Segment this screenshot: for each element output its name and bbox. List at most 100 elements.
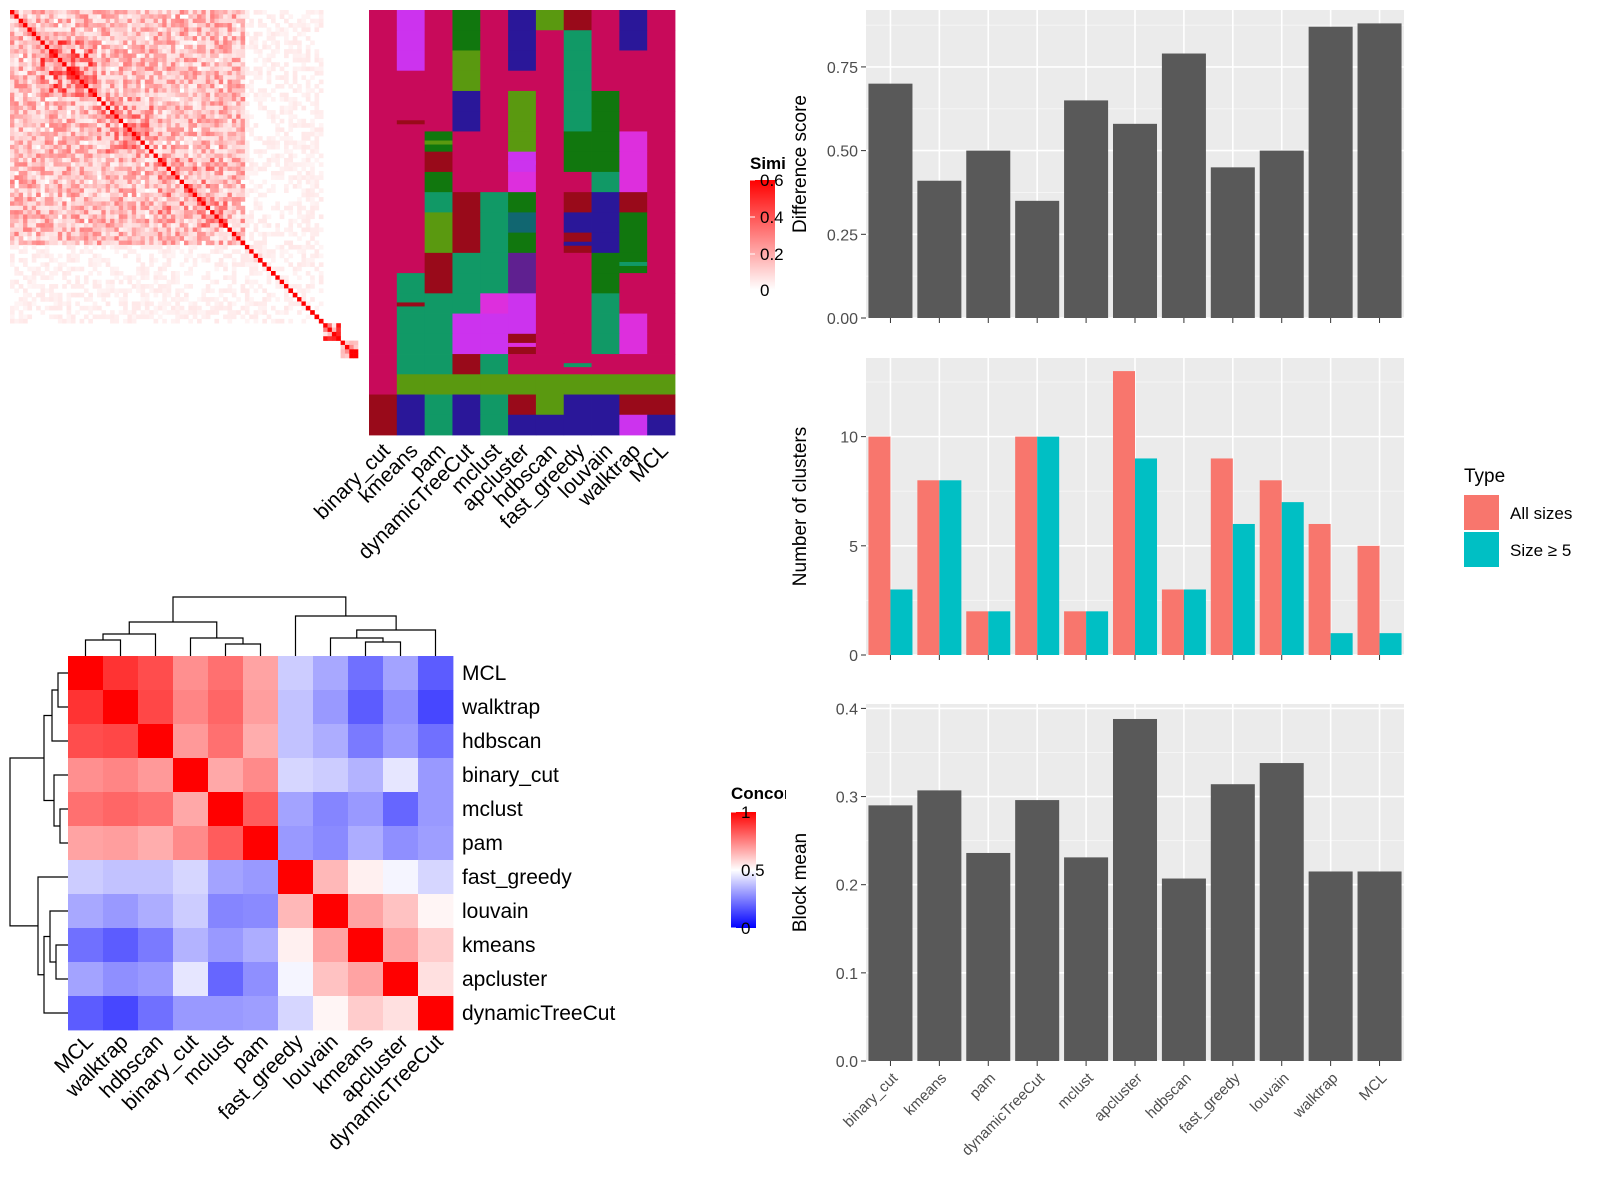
similarity-cell [201,257,207,263]
similarity-cell [288,218,294,224]
membership-cell [396,232,426,254]
similarity-cell [170,10,176,15]
similarity-cell [157,218,163,224]
similarity-cell [279,127,285,133]
similarity-cell [236,175,241,180]
similarity-cell [53,66,59,72]
similarity-cell [153,184,159,189]
similarity-cell [197,49,202,54]
similarity-cell [36,170,41,176]
similarity-cell [140,149,146,154]
similarity-cell [244,301,250,307]
y-tick-label: 0.0 [836,1054,858,1071]
similarity-cell [144,236,150,241]
similarity-cell [127,70,133,76]
similarity-cell [131,175,137,180]
similarity-cell [62,97,67,102]
similarity-cell [192,310,198,315]
similarity-cell [14,83,19,89]
similarity-cell [53,192,59,198]
similarity-cell [97,31,102,37]
similarity-cell [257,231,263,237]
similarity-cell [149,236,154,241]
similarity-cell [123,197,128,202]
similarity-cell [83,314,89,320]
similarity-cell [101,23,106,28]
similarity-cell [288,97,294,102]
similarity-cell [36,40,41,46]
y-tick-label: 10 [840,430,858,447]
similarity-cell [92,279,98,285]
similarity-cell [271,14,276,19]
similarity-cell [70,227,76,233]
similarity-cell [162,53,167,59]
similarity-cell [288,44,294,50]
similarity-cell [179,179,185,185]
similarity-cell [62,14,67,19]
similarity-cell [123,301,128,307]
similarity-cell [249,179,254,185]
similarity-cell [31,266,37,272]
similarity-cell [249,70,254,76]
similarity-cell [23,110,28,115]
similarity-cell [292,57,298,63]
similarity-cell [162,288,167,294]
similarity-cell [53,257,59,263]
similarity-cell [88,127,93,133]
similarity-cell [40,188,46,193]
similarity-cell [301,140,307,146]
concordance-cell [243,758,279,793]
similarity-cell [97,197,102,202]
similarity-cell [23,36,28,41]
similarity-cell [79,197,85,202]
similarity-cell [53,31,59,37]
similarity-cell [149,36,154,41]
similarity-cell [140,49,146,54]
similarity-cell [227,114,233,120]
row-dendrogram-link [9,757,44,927]
similarity-cell [18,314,24,320]
similarity-cell [123,240,128,246]
similarity-cell [144,192,150,198]
similarity-cell [249,157,254,163]
similarity-cell [83,157,89,163]
similarity-cell [88,144,93,150]
similarity-cell [101,123,106,128]
similarity-cell [175,184,180,189]
similarity-cell [27,62,33,67]
similarity-cell [275,157,280,163]
similarity-cell [97,314,102,320]
similarity-cell [214,310,220,315]
similarity-cell [23,131,28,137]
similarity-cell [110,118,115,124]
similarity-cell [18,297,24,302]
similarity-cell [101,205,106,211]
similarity-cell [214,218,220,224]
similarity-cell [188,14,193,19]
similarity-cell [118,179,124,185]
similarity-cell [75,62,80,67]
similarity-cell [205,271,211,276]
similarity-cell [10,36,15,41]
similarity-cell [218,205,224,211]
similarity-cell [188,83,193,89]
similarity-cell [153,179,159,185]
similarity-cell [23,92,28,98]
similarity-cell [53,118,59,124]
similarity-cell [149,118,154,124]
similarity-cell [70,236,76,241]
similarity-cell [170,179,176,185]
similarity-cell [249,271,254,276]
membership-cell [647,192,676,213]
similarity-cell [223,83,228,89]
similarity-cell [105,149,111,154]
similarity-cell [75,184,80,189]
similarity-cell [23,240,28,246]
similarity-cell [114,292,120,298]
similarity-cell [279,318,285,324]
similarity-cell [131,231,137,237]
similarity-cell [18,136,24,141]
similarity-cell [279,110,285,115]
similarity-cell [205,83,211,89]
similarity-cell [201,49,207,54]
